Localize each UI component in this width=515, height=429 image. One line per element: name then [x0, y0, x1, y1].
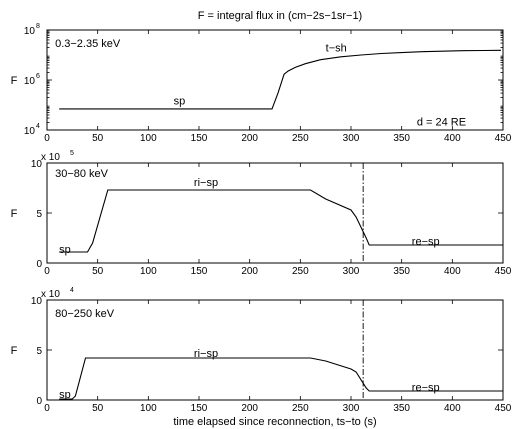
- top-xtick-label: 100: [140, 133, 157, 144]
- middle-xtick-label: 300: [343, 266, 360, 277]
- bottom-xtick-label: 200: [241, 403, 258, 414]
- bottom-annotation: sp: [59, 389, 71, 401]
- top-ytick-exponent: 6: [36, 73, 40, 80]
- bottom-xtick-label: 0: [44, 403, 50, 414]
- bottom-ytick-label: 0: [36, 396, 42, 407]
- bottom-ytick-label: 10: [31, 296, 43, 307]
- top-ytick-label: 10: [24, 76, 36, 87]
- bottom-annotation: ri−sp: [194, 348, 218, 360]
- middle-xtick-label: 450: [495, 266, 512, 277]
- bottom-annotation: re−sp: [412, 382, 440, 394]
- bottom-xtick-label: 100: [140, 403, 157, 414]
- bottom-y-multiplier-exponent: 4: [70, 287, 74, 294]
- bottom-xtick-label: 250: [292, 403, 309, 414]
- middle-ytick-label: 10: [31, 159, 43, 170]
- x-axis-label: time elapsed since reconnection, ts−to (…: [173, 416, 376, 428]
- bottom-series-line: [59, 357, 503, 400]
- top-ytick-label: 10: [24, 126, 36, 137]
- panel-middle-ylabel: F: [11, 208, 18, 220]
- top-series-line: [59, 49, 502, 110]
- middle-ytick-label: 0: [36, 259, 42, 270]
- top-annotation: sp: [174, 96, 186, 108]
- middle-xtick-label: 400: [444, 266, 461, 277]
- panel-bottom: F 0 50 100 150 200 250 300 350 400 450 0 5 10x 10 4 8…: [11, 287, 512, 414]
- panel-middle-ticks: 0 50 100 150 200 250 300 350 400 450 0 5 10x 10 5: [31, 150, 512, 277]
- bottom-xtick-label: 400: [444, 403, 461, 414]
- top-annotation: t−sh: [326, 42, 347, 54]
- panel-top-marks: 0.3−2.35 keV sp t−sh d = 24 RE: [55, 38, 502, 128]
- middle-annotation: 30−80 keV: [55, 168, 109, 180]
- panel-bottom-ticks: 0 50 100 150 200 250 300 350 400 450 0 5 10x 10 4: [31, 287, 512, 414]
- panel-middle-marks: 30−80 keV ri−sp sp re−sp: [55, 163, 503, 263]
- bottom-xtick-label: 350: [393, 403, 410, 414]
- top-ytick-exponent: 4: [36, 123, 40, 130]
- top-xtick-label: 200: [241, 133, 258, 144]
- middle-xtick-label: 100: [140, 266, 157, 277]
- panel-middle: F 0 50 100 150 200 250 300 350 400 450 0 5 10x 10 5 3…: [11, 150, 512, 277]
- top-xtick-label: 0: [44, 133, 50, 144]
- top-xtick-label: 300: [343, 133, 360, 144]
- top-xtick-label: 400: [444, 133, 461, 144]
- middle-annotation: re−sp: [412, 236, 440, 248]
- panel-top-ylabel: F: [11, 75, 18, 87]
- bottom-xtick-label: 450: [495, 403, 512, 414]
- top-xtick-label: 350: [393, 133, 410, 144]
- top-xtick-label: 50: [92, 133, 104, 144]
- middle-series-line: [59, 189, 503, 253]
- middle-xtick-label: 250: [292, 266, 309, 277]
- middle-y-multiplier-exponent: 5: [70, 150, 74, 157]
- top-xtick-label: 150: [191, 133, 208, 144]
- top-ytick-label: 10: [24, 26, 36, 37]
- panel-middle-frame: [46, 162, 504, 264]
- panel-bottom-marks: 80−250 keV ri−sp sp re−sp: [55, 300, 503, 401]
- figure-title: F = integral flux in (cm−2s−1sr−1): [198, 10, 362, 22]
- bottom-xtick-label: 50: [92, 403, 104, 414]
- middle-ytick-label: 5: [36, 209, 42, 220]
- middle-annotation: ri−sp: [194, 177, 218, 189]
- top-xtick-label: 450: [495, 133, 512, 144]
- middle-xtick-label: 150: [191, 266, 208, 277]
- middle-annotation: sp: [59, 244, 71, 256]
- middle-xtick-label: 350: [393, 266, 410, 277]
- bottom-y-multiplier: x 10: [41, 289, 60, 300]
- top-ytick-exponent: 8: [36, 23, 40, 30]
- bottom-annotation: 80−250 keV: [55, 308, 115, 320]
- middle-xtick-label: 200: [241, 266, 258, 277]
- middle-xtick-label: 0: [44, 266, 50, 277]
- middle-xtick-label: 50: [92, 266, 104, 277]
- bottom-xtick-label: 300: [343, 403, 360, 414]
- top-annotation: 0.3−2.35 keV: [55, 38, 121, 50]
- top-xtick-label: 250: [292, 133, 309, 144]
- bottom-ytick-label: 5: [36, 346, 42, 357]
- bottom-xtick-label: 150: [191, 403, 208, 414]
- middle-y-multiplier: x 10: [41, 152, 60, 163]
- top-annotation: d = 24 RE: [417, 116, 466, 128]
- panel-bottom-ylabel: F: [11, 345, 18, 357]
